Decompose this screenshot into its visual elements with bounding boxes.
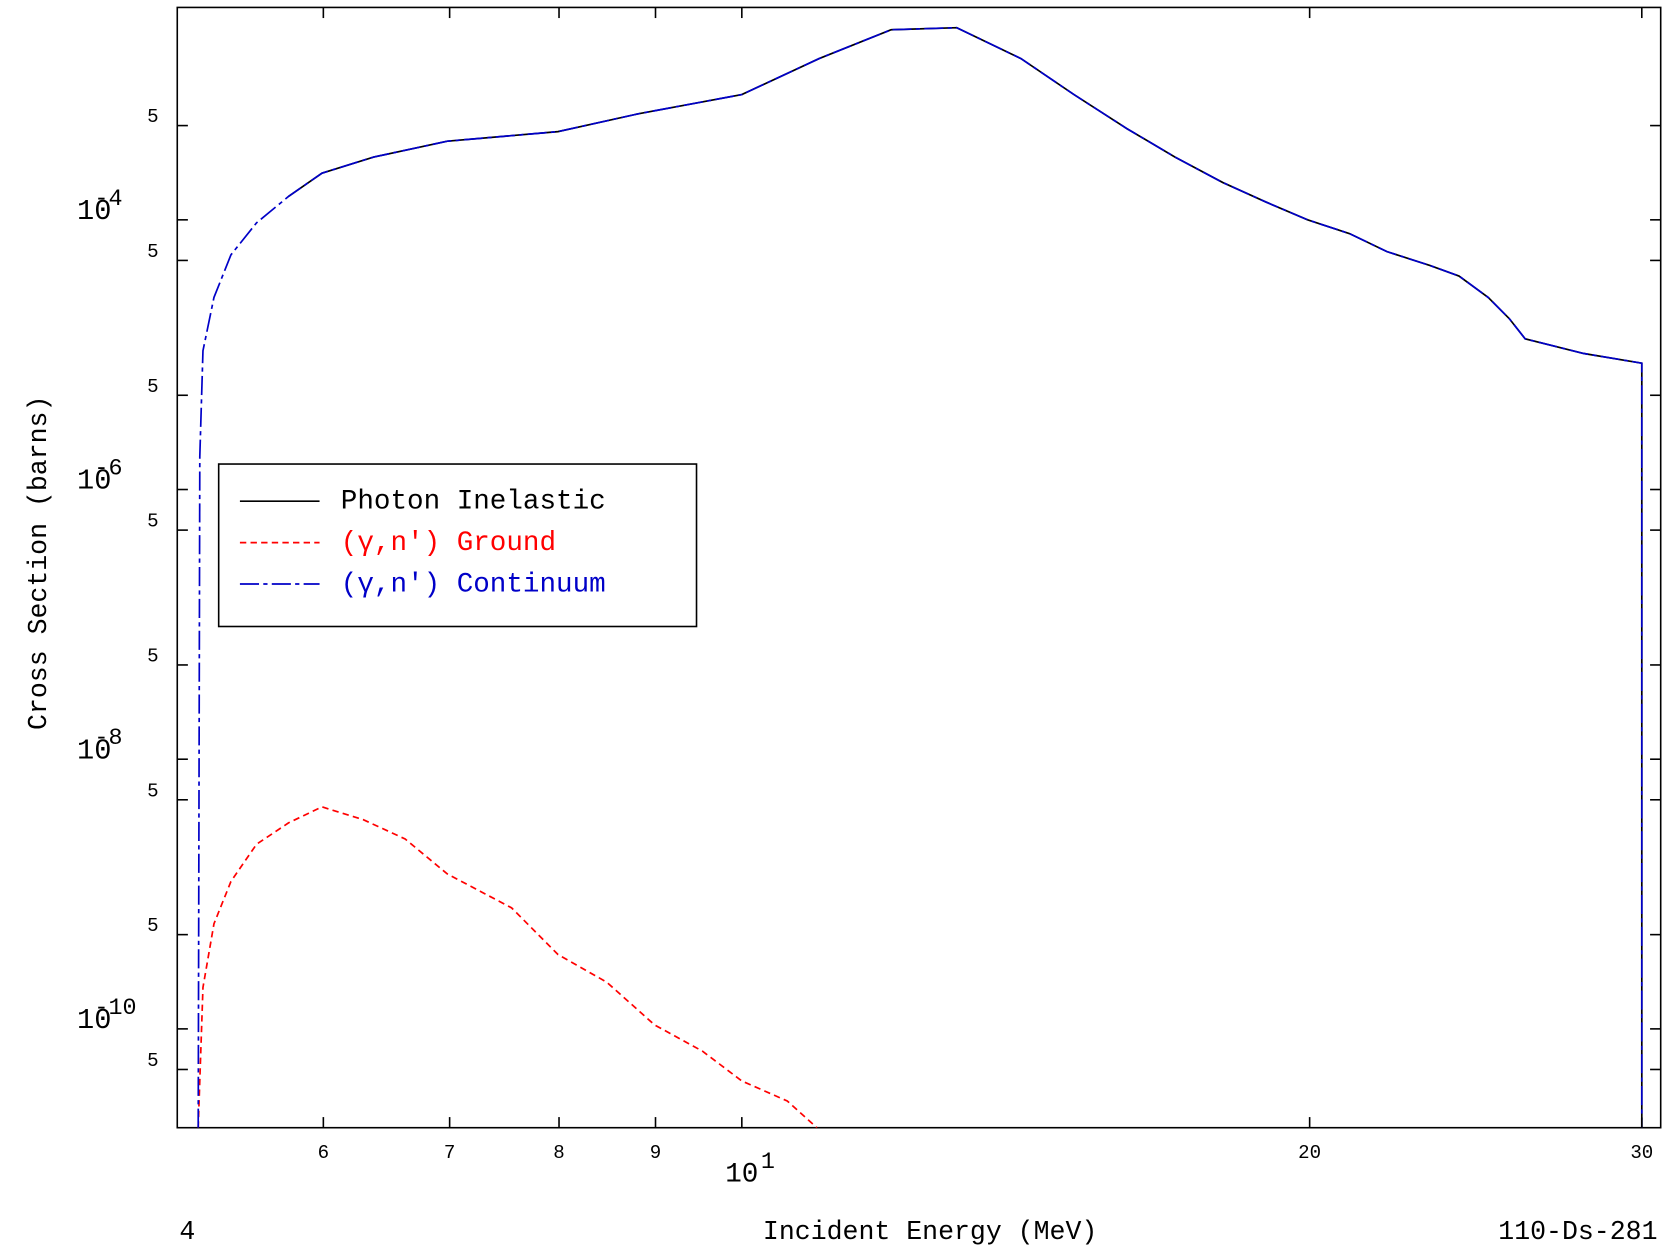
plot-frame bbox=[176, 6, 1662, 1129]
y-tick-exponent: -10 bbox=[94, 996, 136, 1022]
series-line bbox=[197, 26, 1643, 1128]
y-tick-label: 10 bbox=[77, 195, 111, 228]
y-tick-label: 5 bbox=[147, 511, 158, 533]
annotation: 110-Ds-281 bbox=[1498, 1217, 1657, 1247]
y-tick-label: 10 bbox=[77, 734, 111, 767]
y-tick-label: 5 bbox=[147, 646, 158, 668]
y-tick-exponent: -8 bbox=[94, 726, 122, 752]
y-tick-label: 5 bbox=[147, 780, 158, 802]
x-tick-label: 8 bbox=[553, 1142, 564, 1164]
x-tick-exponent: 1 bbox=[761, 1150, 775, 1176]
x-axis-label: Incident Energy (MeV) bbox=[763, 1217, 1097, 1247]
x-tick-label: 9 bbox=[650, 1142, 661, 1164]
series-line bbox=[197, 805, 818, 1128]
x-tick-label: 10 bbox=[725, 1160, 758, 1191]
x-tick-label: 7 bbox=[444, 1142, 455, 1164]
y-tick-exponent: -4 bbox=[94, 187, 122, 213]
y-tick-label: 10 bbox=[77, 465, 111, 498]
y-axis-label: Cross Section (barns) bbox=[24, 396, 54, 730]
x-tick-label: 20 bbox=[1298, 1142, 1321, 1164]
y-tick-label: 5 bbox=[147, 376, 158, 398]
y-tick-label: 5 bbox=[147, 1050, 158, 1072]
annotation: 4 bbox=[179, 1217, 195, 1247]
legend-label: (γ,n') Ground bbox=[341, 528, 556, 559]
y-tick-label: 5 bbox=[147, 915, 158, 937]
x-tick-label: 30 bbox=[1630, 1142, 1653, 1164]
legend-box bbox=[217, 463, 698, 628]
x-tick-label: 6 bbox=[318, 1142, 329, 1164]
y-tick-label: 5 bbox=[147, 106, 158, 128]
legend-label: Photon Inelastic bbox=[341, 486, 606, 517]
legend-label: (γ,n') Continuum bbox=[341, 569, 606, 600]
plot-lines bbox=[197, 26, 1643, 1128]
y-tick-label: 5 bbox=[147, 241, 158, 263]
y-tick-exponent: -6 bbox=[94, 456, 122, 482]
y-tick-label: 10 bbox=[77, 1004, 111, 1037]
